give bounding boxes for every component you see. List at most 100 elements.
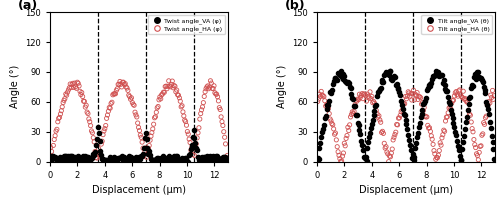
Point — [70, 155, 78, 158]
Point — [386, 155, 394, 158]
Point — [195, 126, 203, 129]
Point — [109, 157, 117, 160]
Point — [158, 92, 166, 96]
Point — [362, 155, 370, 159]
Point — [480, 85, 488, 88]
Point — [360, 155, 368, 158]
Point — [115, 157, 123, 160]
Point — [424, 86, 432, 90]
Point — [316, 93, 324, 96]
Point — [412, 93, 420, 96]
Point — [204, 87, 212, 90]
Point — [74, 81, 82, 84]
Point — [317, 135, 325, 139]
Point — [219, 124, 227, 127]
Point — [83, 110, 91, 114]
Point — [136, 134, 144, 137]
Point — [338, 73, 346, 76]
Point — [216, 157, 224, 161]
Point — [196, 112, 204, 115]
Point — [48, 158, 56, 161]
Point — [432, 158, 440, 161]
Point — [174, 93, 182, 96]
Point — [126, 156, 134, 159]
Point — [434, 154, 442, 157]
Point — [420, 103, 428, 106]
Point — [114, 160, 122, 163]
Point — [184, 159, 192, 163]
Point — [86, 120, 94, 123]
Point — [349, 112, 357, 115]
Point — [50, 138, 58, 141]
Point — [333, 145, 341, 148]
Point — [180, 158, 188, 161]
Point — [211, 158, 219, 161]
Point — [142, 131, 150, 134]
Point — [76, 90, 84, 93]
Point — [380, 73, 388, 76]
Point — [198, 105, 206, 108]
Point — [182, 160, 190, 163]
Point — [362, 160, 370, 163]
Point — [356, 93, 364, 96]
Point — [220, 155, 228, 159]
Point — [98, 140, 106, 143]
Point — [338, 76, 345, 79]
Point — [394, 87, 402, 90]
Point — [477, 144, 485, 147]
Point — [400, 102, 408, 105]
Point — [412, 141, 420, 145]
Point — [168, 157, 176, 160]
Point — [438, 74, 446, 77]
Point — [70, 86, 78, 89]
Point — [487, 94, 495, 97]
Point — [470, 75, 478, 79]
Point — [123, 86, 131, 90]
Point — [330, 133, 338, 136]
Point — [376, 86, 384, 89]
Point — [163, 87, 171, 90]
Point — [335, 154, 343, 157]
Point — [134, 126, 142, 129]
Point — [340, 151, 347, 155]
Point — [150, 116, 158, 119]
Point — [64, 90, 72, 94]
Point — [90, 153, 98, 157]
Point — [124, 89, 132, 92]
Point — [466, 114, 474, 117]
Point — [392, 84, 400, 87]
Point — [204, 84, 212, 87]
Point — [386, 155, 394, 158]
Point — [404, 94, 411, 98]
Point — [88, 131, 96, 134]
Point — [93, 137, 101, 140]
Point — [429, 74, 437, 77]
Point — [120, 158, 128, 161]
Point — [130, 104, 138, 107]
Point — [74, 157, 82, 160]
Point — [169, 157, 177, 160]
Point — [490, 94, 498, 97]
Point — [60, 99, 68, 102]
Point — [104, 113, 112, 117]
Point — [187, 147, 195, 150]
Point — [414, 131, 422, 134]
Point — [454, 144, 462, 147]
Point — [139, 152, 147, 156]
Point — [147, 158, 155, 161]
Point — [131, 157, 139, 160]
Point — [149, 127, 157, 130]
Point — [426, 126, 434, 129]
Point — [203, 155, 211, 158]
Point — [388, 77, 396, 80]
Point — [164, 157, 172, 160]
Point — [384, 73, 392, 76]
Point — [452, 91, 460, 95]
Point — [348, 113, 356, 116]
Point — [208, 81, 216, 85]
Point — [53, 157, 61, 160]
Point — [352, 113, 360, 116]
Point — [62, 155, 70, 158]
Point — [370, 101, 378, 105]
Point — [144, 146, 152, 150]
